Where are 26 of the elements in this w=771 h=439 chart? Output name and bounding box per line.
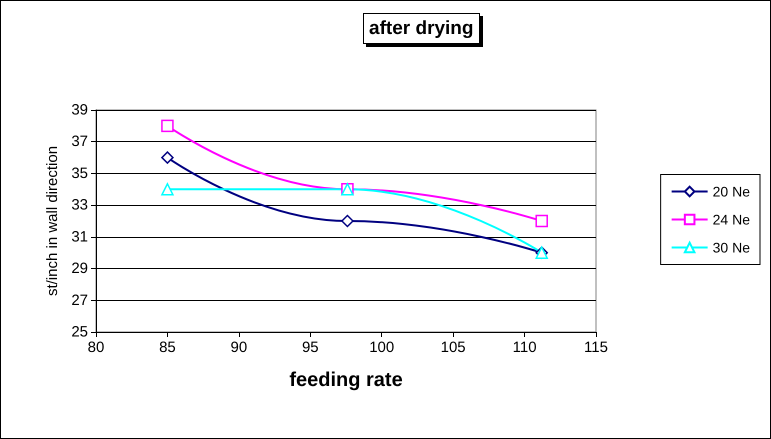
y-tick-label: 37: [71, 133, 88, 150]
y-tick-label: 31: [71, 228, 88, 246]
x-tick-label: 85: [159, 339, 176, 356]
y-tick-label: 35: [71, 164, 88, 182]
y-tick-label: 29: [71, 260, 88, 278]
x-tick-label: 95: [302, 339, 319, 356]
legend-label: 20 Ne: [712, 184, 750, 200]
chart-title: after drying: [369, 18, 474, 39]
x-tick-label: 90: [230, 339, 248, 356]
y-tick-label: 27: [71, 292, 88, 309]
y-tick-label: 25: [71, 324, 88, 340]
point: [535, 214, 548, 228]
x-tick-label: 110: [512, 339, 537, 356]
x-tick-label: 115: [584, 339, 608, 356]
y-tick-label: 33: [71, 196, 88, 214]
point: [161, 120, 174, 132]
y-tick-label: 39: [71, 102, 88, 118]
x-tick-label: 80: [88, 339, 104, 356]
y-axis-title: st/inch in wall direction: [44, 146, 61, 296]
legend-label: 24 Ne: [712, 212, 750, 228]
point: [341, 214, 354, 228]
legend-label: 30 Ne: [712, 240, 750, 256]
point: [161, 151, 174, 164]
x-axis-title: feeding rate: [289, 369, 403, 391]
x-tick-label: 105: [440, 339, 466, 356]
x-tick-label: 100: [369, 339, 394, 356]
